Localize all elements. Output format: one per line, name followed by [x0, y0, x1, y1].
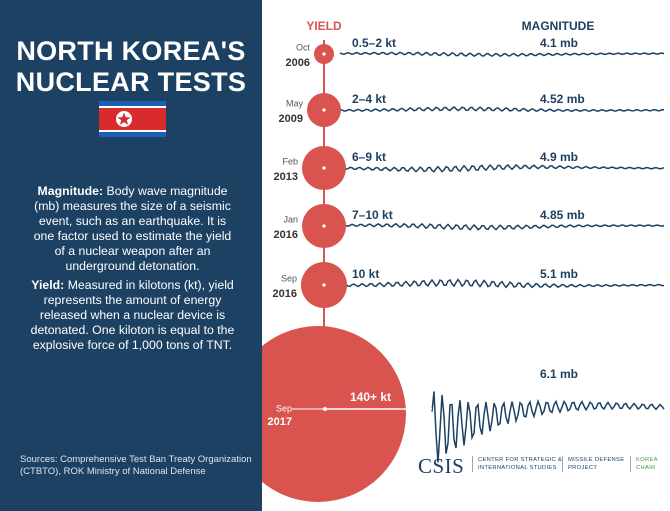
org-name: CENTER FOR STRATEGIC & INTERNATIONAL STU…	[472, 456, 568, 472]
seismic-wave	[339, 164, 665, 173]
definition-text: Measured in kilotons (kt), yield represe…	[30, 278, 235, 352]
test-year: 2016	[273, 288, 297, 300]
test-year: 2016	[274, 229, 298, 241]
yield-label: 0.5–2 kt	[352, 36, 396, 50]
definition: Yield: Measured in kilotons (kt), yield …	[30, 278, 235, 353]
yield-circle	[262, 326, 406, 502]
sources: Sources: Comprehensive Test Ban Treaty O…	[20, 454, 252, 477]
magnitude-label: 4.9 mb	[540, 150, 578, 164]
center-dot	[323, 407, 327, 411]
title: NORTH KOREA'S NUCLEAR TESTS	[15, 36, 247, 97]
definition-text: Body wave magnitude (mb) measures the si…	[33, 184, 232, 273]
center-dot	[322, 224, 326, 228]
magnitude-label: 4.85 mb	[540, 208, 585, 222]
yield-label: 2–4 kt	[352, 92, 386, 106]
test-month: May	[286, 98, 304, 108]
test-year: 2009	[279, 113, 303, 125]
magnitude-label: 4.1 mb	[540, 36, 578, 50]
seismic-wave	[339, 222, 665, 231]
yield-label: 6–9 kt	[352, 150, 386, 164]
test-year: 2006	[286, 57, 310, 69]
magnitude-label: 6.1 mb	[540, 367, 578, 381]
test-year: 2017	[268, 416, 292, 428]
magnitude-header: MAGNITUDE	[522, 19, 595, 33]
timeline: YIELD MAGNITUDE Oct 2006 0.5–2 kt 4.1 mb May…	[262, 19, 665, 502]
yield-label: 140+ kt	[350, 390, 391, 404]
test-month: Feb	[282, 156, 298, 166]
magnitude-label: 4.52 mb	[540, 92, 585, 106]
test-year: 2013	[274, 171, 298, 183]
seismic-wave	[339, 106, 665, 113]
flag	[99, 101, 166, 137]
side-panel: NORTH KOREA'S NUCLEAR TESTS Magnitude: B…	[0, 0, 262, 511]
yield-label: 10 kt	[352, 267, 379, 281]
seismic-wave	[339, 278, 665, 289]
definition-term: Magnitude:	[37, 184, 104, 198]
test-month: Oct	[296, 42, 311, 52]
logo: CSIS	[418, 454, 465, 478]
project-name: MISSILE DEFENSE PROJECT	[562, 456, 634, 472]
seismic-wave	[431, 391, 665, 463]
magnitude-label: 5.1 mb	[540, 267, 578, 281]
center-dot	[322, 283, 326, 287]
footer: CSIS CENTER FOR STRATEGIC & INTERNATIONA…	[418, 452, 668, 482]
seismic-wave	[339, 51, 665, 58]
definition-term: Yield:	[31, 278, 65, 292]
test-month: Sep	[276, 403, 292, 413]
center-dot	[322, 166, 326, 170]
test-month: Sep	[281, 273, 297, 283]
yield-header: YIELD	[306, 19, 342, 33]
definition: Magnitude: Body wave magnitude (mb) meas…	[30, 184, 235, 274]
chair-name: KOREA CHAIR	[630, 456, 666, 472]
center-dot	[322, 52, 326, 56]
center-dot	[322, 108, 326, 112]
test-month: Jan	[283, 214, 298, 224]
yield-label: 7–10 kt	[352, 208, 393, 222]
